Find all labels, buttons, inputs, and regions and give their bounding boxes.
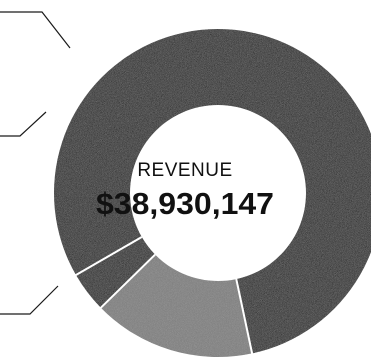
callout-line-bottom (0, 285, 59, 315)
donut-slice-3 (75, 237, 156, 308)
callout-line-top (0, 11, 71, 49)
donut-slice-2 (100, 254, 253, 357)
donut-slice-1 (54, 29, 371, 354)
callout-line-middle (0, 111, 47, 137)
donut-slices (54, 29, 371, 357)
center-value: $38,930,147 (96, 186, 274, 221)
slice-separator-1 (74, 236, 143, 277)
slice-separator-3 (99, 253, 156, 310)
slice-separator-2 (235, 278, 254, 355)
slice-separators (74, 236, 254, 355)
center-label: REVENUE (137, 160, 232, 181)
